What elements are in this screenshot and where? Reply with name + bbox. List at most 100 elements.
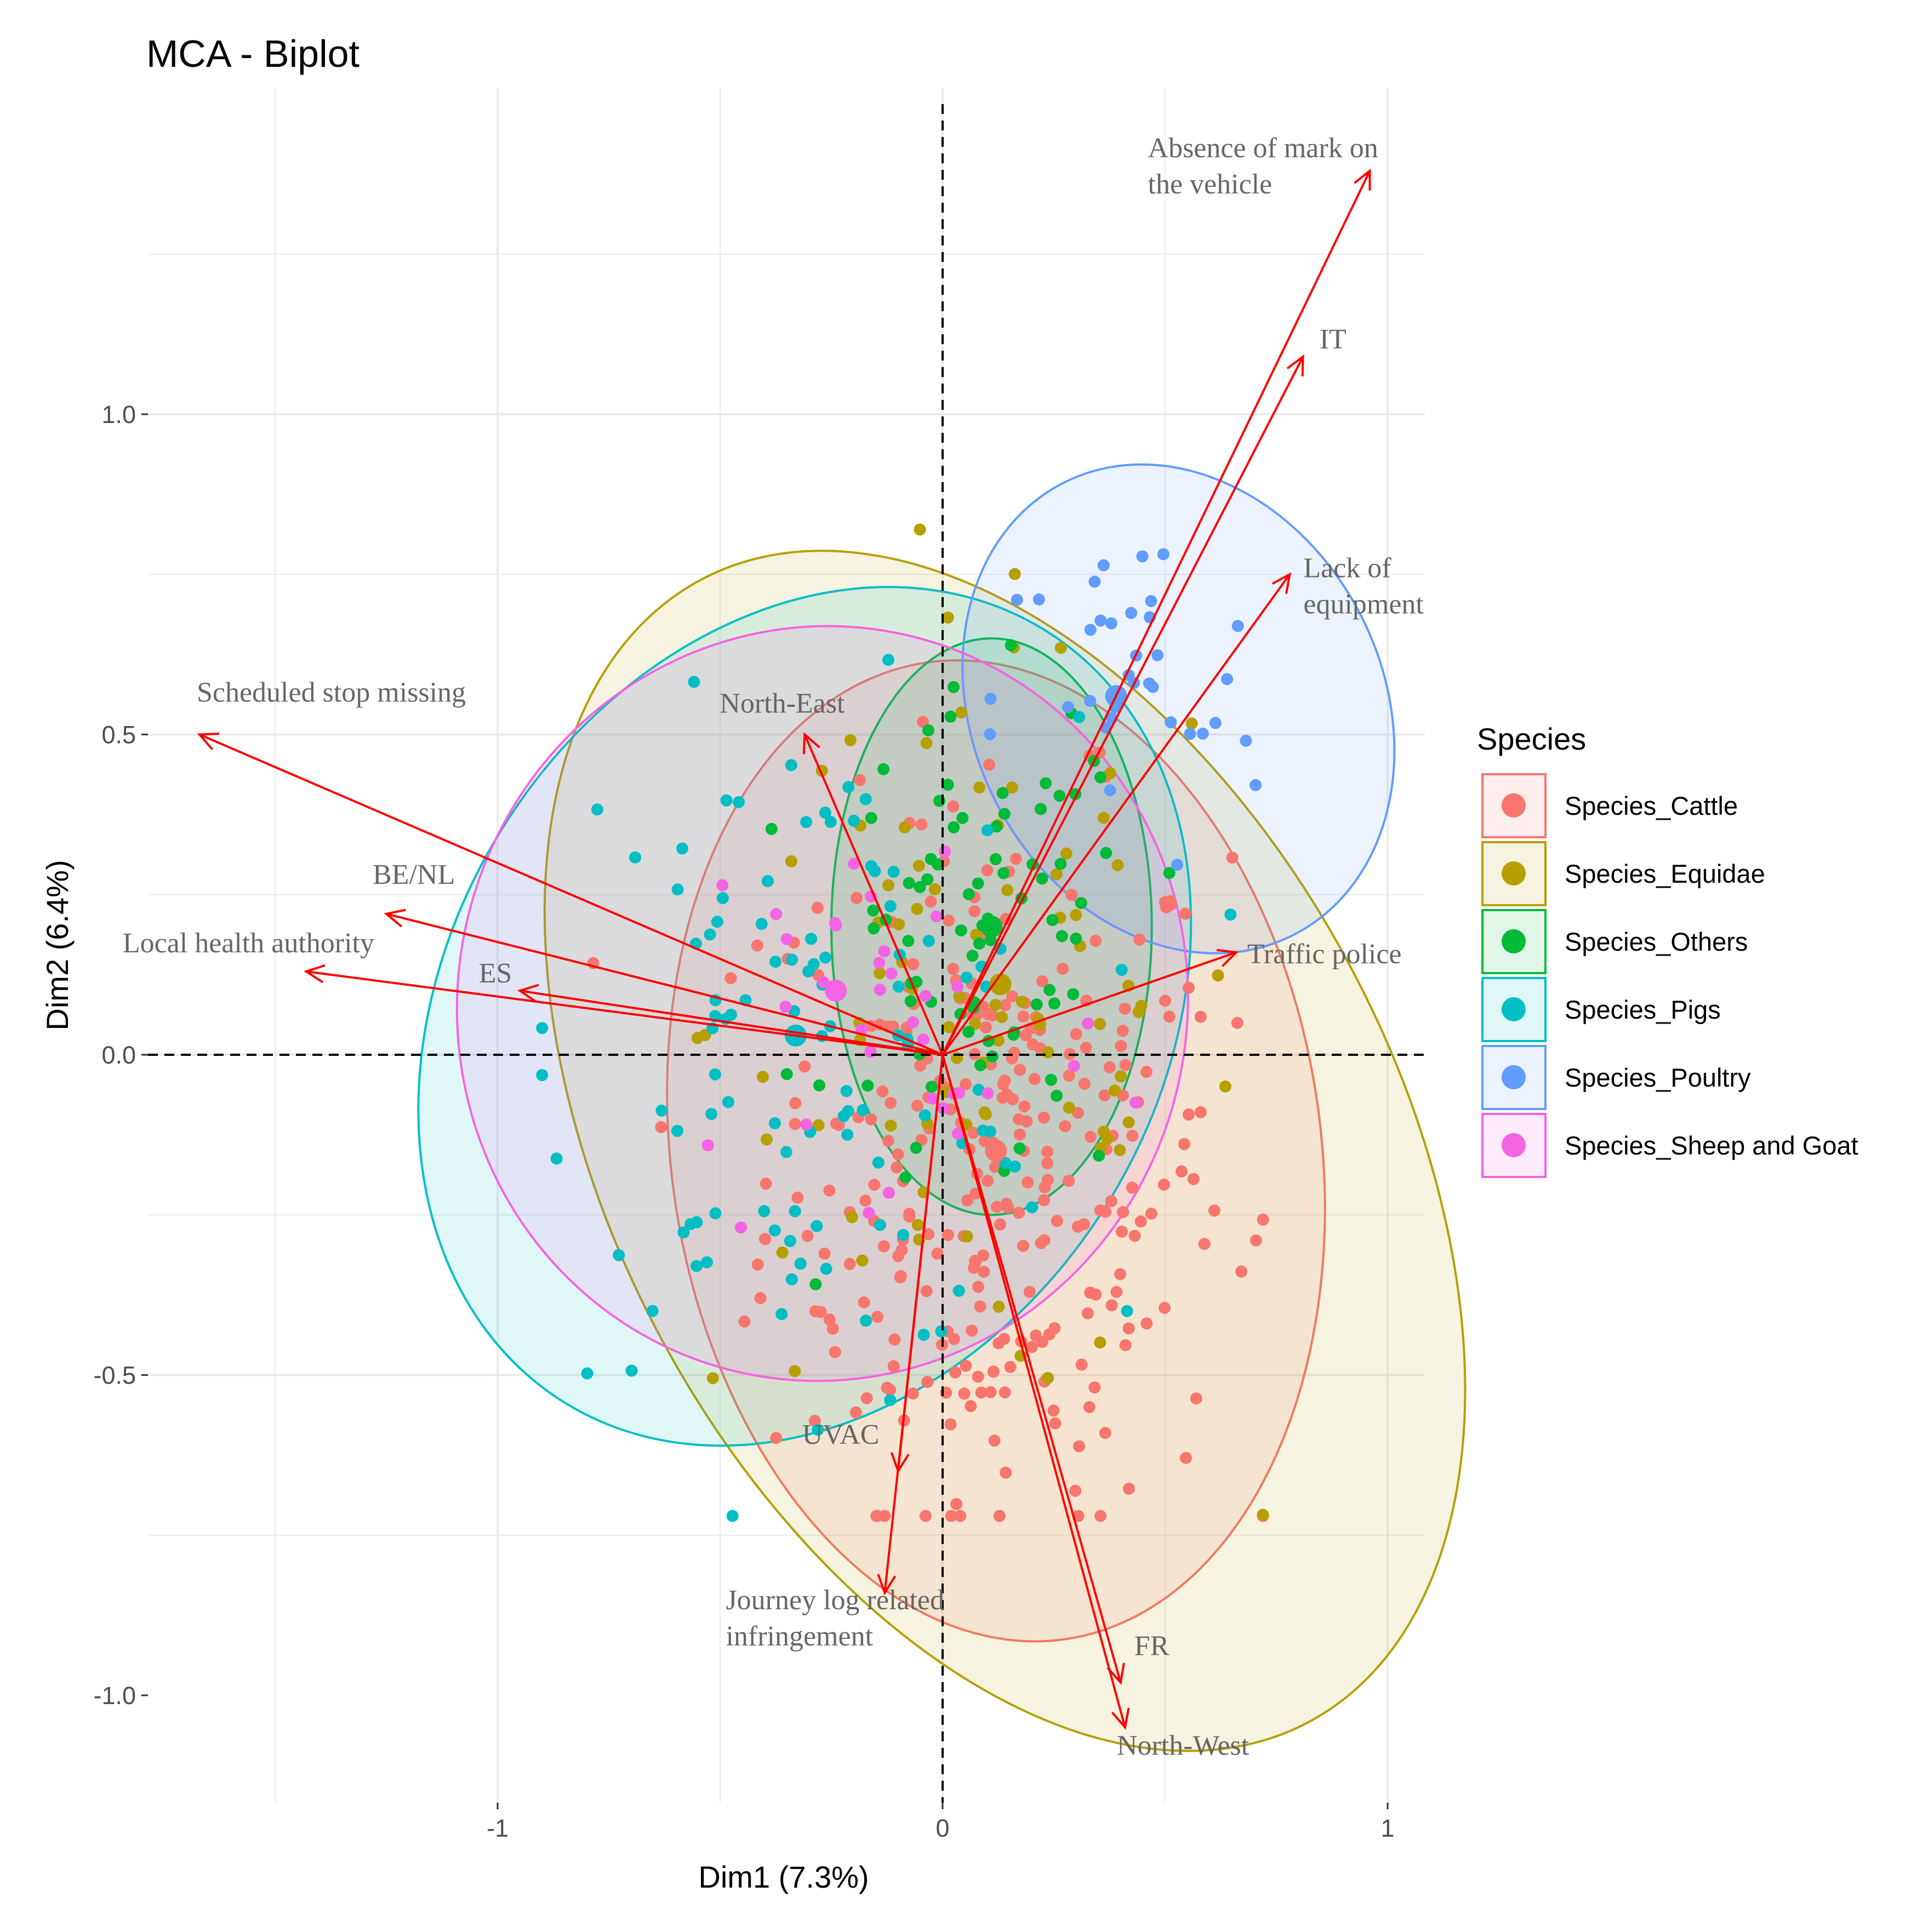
variable-arrow-head (877, 1574, 897, 1596)
data-point (1036, 872, 1048, 885)
data-point (1038, 1234, 1051, 1247)
data-point (1209, 717, 1222, 729)
y-tick-label: 0.5 (101, 721, 136, 749)
data-point (858, 1296, 870, 1308)
data-point (861, 1079, 874, 1092)
data-point (1013, 1128, 1026, 1141)
data-point (1013, 1142, 1026, 1154)
plot-panel: Absence of mark on the vehicle IT Lack of eq… (93, 88, 1467, 1842)
data-point (1032, 593, 1045, 605)
data-point (885, 1119, 897, 1132)
data-point (801, 1230, 814, 1242)
data-point (701, 1139, 714, 1152)
data-point (1250, 1234, 1262, 1247)
data-point (915, 818, 928, 831)
data-point (1051, 1215, 1063, 1227)
data-point (1208, 1204, 1220, 1217)
data-point (1104, 767, 1116, 779)
variable-arrow-head (1111, 1707, 1130, 1730)
data-point (1083, 1401, 1096, 1414)
data-point (1007, 1093, 1019, 1106)
data-point (906, 1016, 919, 1028)
data-point (1122, 1322, 1135, 1335)
data-point (935, 1325, 948, 1337)
variable-arrow-head (802, 732, 820, 754)
data-point (926, 1092, 939, 1105)
data-point (1126, 1129, 1139, 1142)
data-point (802, 965, 815, 978)
data-point (1093, 1018, 1106, 1030)
data-point (907, 958, 920, 970)
data-point (655, 1121, 667, 1134)
data-point (1219, 1080, 1231, 1093)
data-point (705, 1108, 718, 1121)
data-point (961, 1194, 973, 1207)
data-point (1257, 1213, 1269, 1226)
data-point (842, 1105, 854, 1117)
data-point (877, 763, 890, 775)
data-point (1084, 1287, 1097, 1299)
data-point (1116, 1025, 1129, 1037)
data-point (751, 1258, 764, 1271)
variable-arrow (803, 734, 944, 1055)
data-point (1056, 930, 1068, 942)
data-point (800, 816, 813, 828)
data-point (711, 916, 723, 928)
data-point (829, 1346, 841, 1358)
data-point (1119, 1002, 1131, 1015)
data-point (911, 1219, 924, 1231)
data-point (625, 1364, 638, 1377)
data-point (1111, 859, 1124, 871)
legend-key-dot (1502, 1065, 1526, 1089)
data-point (848, 815, 860, 827)
data-point (1163, 867, 1176, 879)
data-point (843, 1257, 856, 1270)
data-point (735, 1221, 748, 1234)
data-point (1015, 996, 1028, 1008)
data-point (1014, 1064, 1026, 1076)
data-point (1226, 851, 1239, 864)
data-point (921, 1376, 934, 1388)
data-point (1022, 1176, 1034, 1188)
data-point (769, 956, 782, 968)
data-point (1129, 1096, 1142, 1109)
data-point (1194, 1010, 1207, 1023)
data-point (974, 1300, 986, 1313)
variable-arrow-head (1354, 168, 1371, 191)
variable-arrow-head (384, 908, 406, 928)
data-point (738, 1315, 751, 1328)
data-point (982, 1087, 994, 1100)
data-point (952, 1284, 965, 1297)
data-point (884, 1394, 897, 1407)
data-point (1101, 1133, 1114, 1145)
data-point (655, 1104, 668, 1117)
data-point (818, 1247, 831, 1260)
data-point (891, 1161, 903, 1174)
variable-label: UVAC (802, 1419, 880, 1450)
data-point (751, 939, 763, 952)
data-point (878, 1510, 891, 1522)
data-point (895, 1244, 908, 1256)
data-point (876, 1085, 889, 1098)
data-point (1045, 1073, 1057, 1086)
data-point (1071, 1220, 1084, 1233)
data-point (962, 888, 975, 901)
data-point (1047, 1404, 1060, 1417)
data-point (1013, 1207, 1025, 1219)
data-point (758, 1205, 771, 1217)
data-point (688, 676, 700, 688)
data-point (1070, 933, 1082, 945)
data-point (939, 845, 951, 858)
data-point (1008, 1160, 1021, 1173)
centroid-point (985, 1140, 1007, 1162)
data-point (1119, 1339, 1132, 1352)
data-point (1171, 859, 1184, 871)
data-point (536, 1069, 549, 1082)
data-point (1100, 847, 1112, 859)
data-point (1048, 1322, 1061, 1335)
centroid-point (980, 916, 1003, 938)
data-point (995, 1011, 1008, 1024)
data-point (844, 734, 857, 746)
data-point (1051, 1089, 1063, 1102)
data-point (691, 1216, 703, 1228)
